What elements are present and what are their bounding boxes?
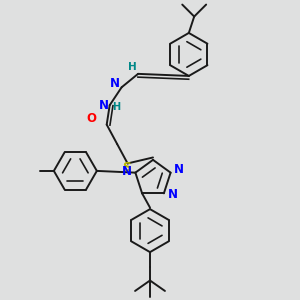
Text: S: S [122, 160, 131, 173]
Text: N: N [174, 163, 184, 176]
Text: N: N [99, 99, 109, 112]
Text: H: H [128, 62, 136, 72]
Text: N: N [168, 188, 178, 201]
Text: N: N [122, 165, 132, 178]
Text: O: O [86, 112, 96, 124]
Text: H: H [112, 102, 120, 112]
Text: N: N [110, 77, 120, 90]
